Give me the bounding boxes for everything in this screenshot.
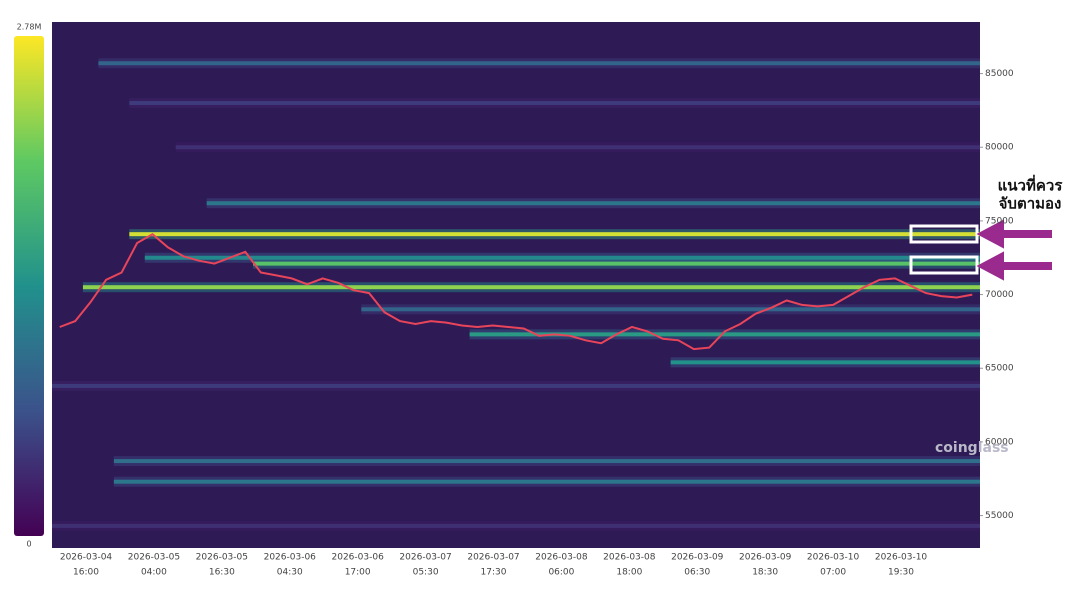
y-tick-label: 75000 [985, 216, 1014, 226]
x-tick-label: 2026-03-10 [807, 553, 860, 563]
x-tick-label: 2026-03-05 [128, 553, 180, 563]
x-tick-label: 17:30 [481, 568, 507, 578]
x-tick-label: 2026-03-06 [332, 553, 385, 563]
heat-band [670, 360, 980, 365]
arrow [976, 219, 1052, 249]
heat-band [129, 232, 981, 237]
y-tick-label: 65000 [985, 364, 1014, 374]
heat-band [206, 201, 980, 206]
annotation: แนวที่ควร [998, 175, 1064, 195]
x-tick-label: 07:00 [820, 568, 846, 578]
x-tick-label: 18:30 [752, 568, 778, 578]
y-tick-label: 70000 [985, 290, 1014, 300]
heat-band [175, 145, 980, 150]
colorbar [14, 36, 44, 536]
heat-band [129, 101, 981, 106]
colorbar-label: 2.78M [17, 23, 42, 32]
heat-band [113, 459, 980, 464]
x-tick-label: 06:00 [548, 568, 574, 578]
x-tick-label: 2026-03-09 [671, 553, 724, 563]
heat-band [253, 261, 981, 266]
heat-band [361, 307, 980, 312]
y-tick-label: 55000 [985, 511, 1014, 521]
heat-band [98, 61, 980, 66]
x-tick-label: 2026-03-10 [875, 553, 928, 563]
colorbar-label: 0 [26, 540, 31, 549]
x-tick-label: 2026-03-07 [467, 553, 519, 563]
x-tick-label: 2026-03-05 [196, 553, 248, 563]
x-tick-label: 18:00 [616, 568, 642, 578]
heat-band [82, 285, 980, 290]
x-tick-label: 04:00 [141, 568, 167, 578]
heat-band [52, 383, 980, 388]
heat-band [144, 255, 981, 260]
watermark: coinglass [935, 440, 1009, 456]
x-tick-label: 2026-03-08 [535, 553, 588, 563]
x-tick-label: 2026-03-06 [264, 553, 317, 563]
x-tick-label: 04:30 [277, 568, 303, 578]
x-tick-label: 2026-03-07 [399, 553, 451, 563]
y-tick-label: 60000 [985, 437, 1014, 447]
x-tick-label: 2026-03-04 [60, 553, 113, 563]
x-tick-label: 17:00 [345, 568, 371, 578]
x-tick-label: 06:30 [684, 568, 710, 578]
heat-band [469, 332, 980, 337]
x-tick-label: 2026-03-08 [603, 553, 656, 563]
x-tick-label: 05:30 [413, 568, 439, 578]
price-line [59, 232, 973, 351]
annotation: จับตามอง [999, 195, 1062, 213]
y-tick-label: 85000 [985, 69, 1014, 79]
x-tick-label: 19:30 [888, 568, 914, 578]
arrow [976, 251, 1052, 281]
highlight-box [909, 255, 979, 275]
heat-band [52, 523, 980, 528]
heat-band [113, 479, 980, 484]
x-tick-label: 16:00 [73, 568, 99, 578]
y-tick-label: 80000 [985, 143, 1014, 153]
x-tick-label: 16:30 [209, 568, 235, 578]
x-tick-label: 2026-03-09 [739, 553, 792, 563]
